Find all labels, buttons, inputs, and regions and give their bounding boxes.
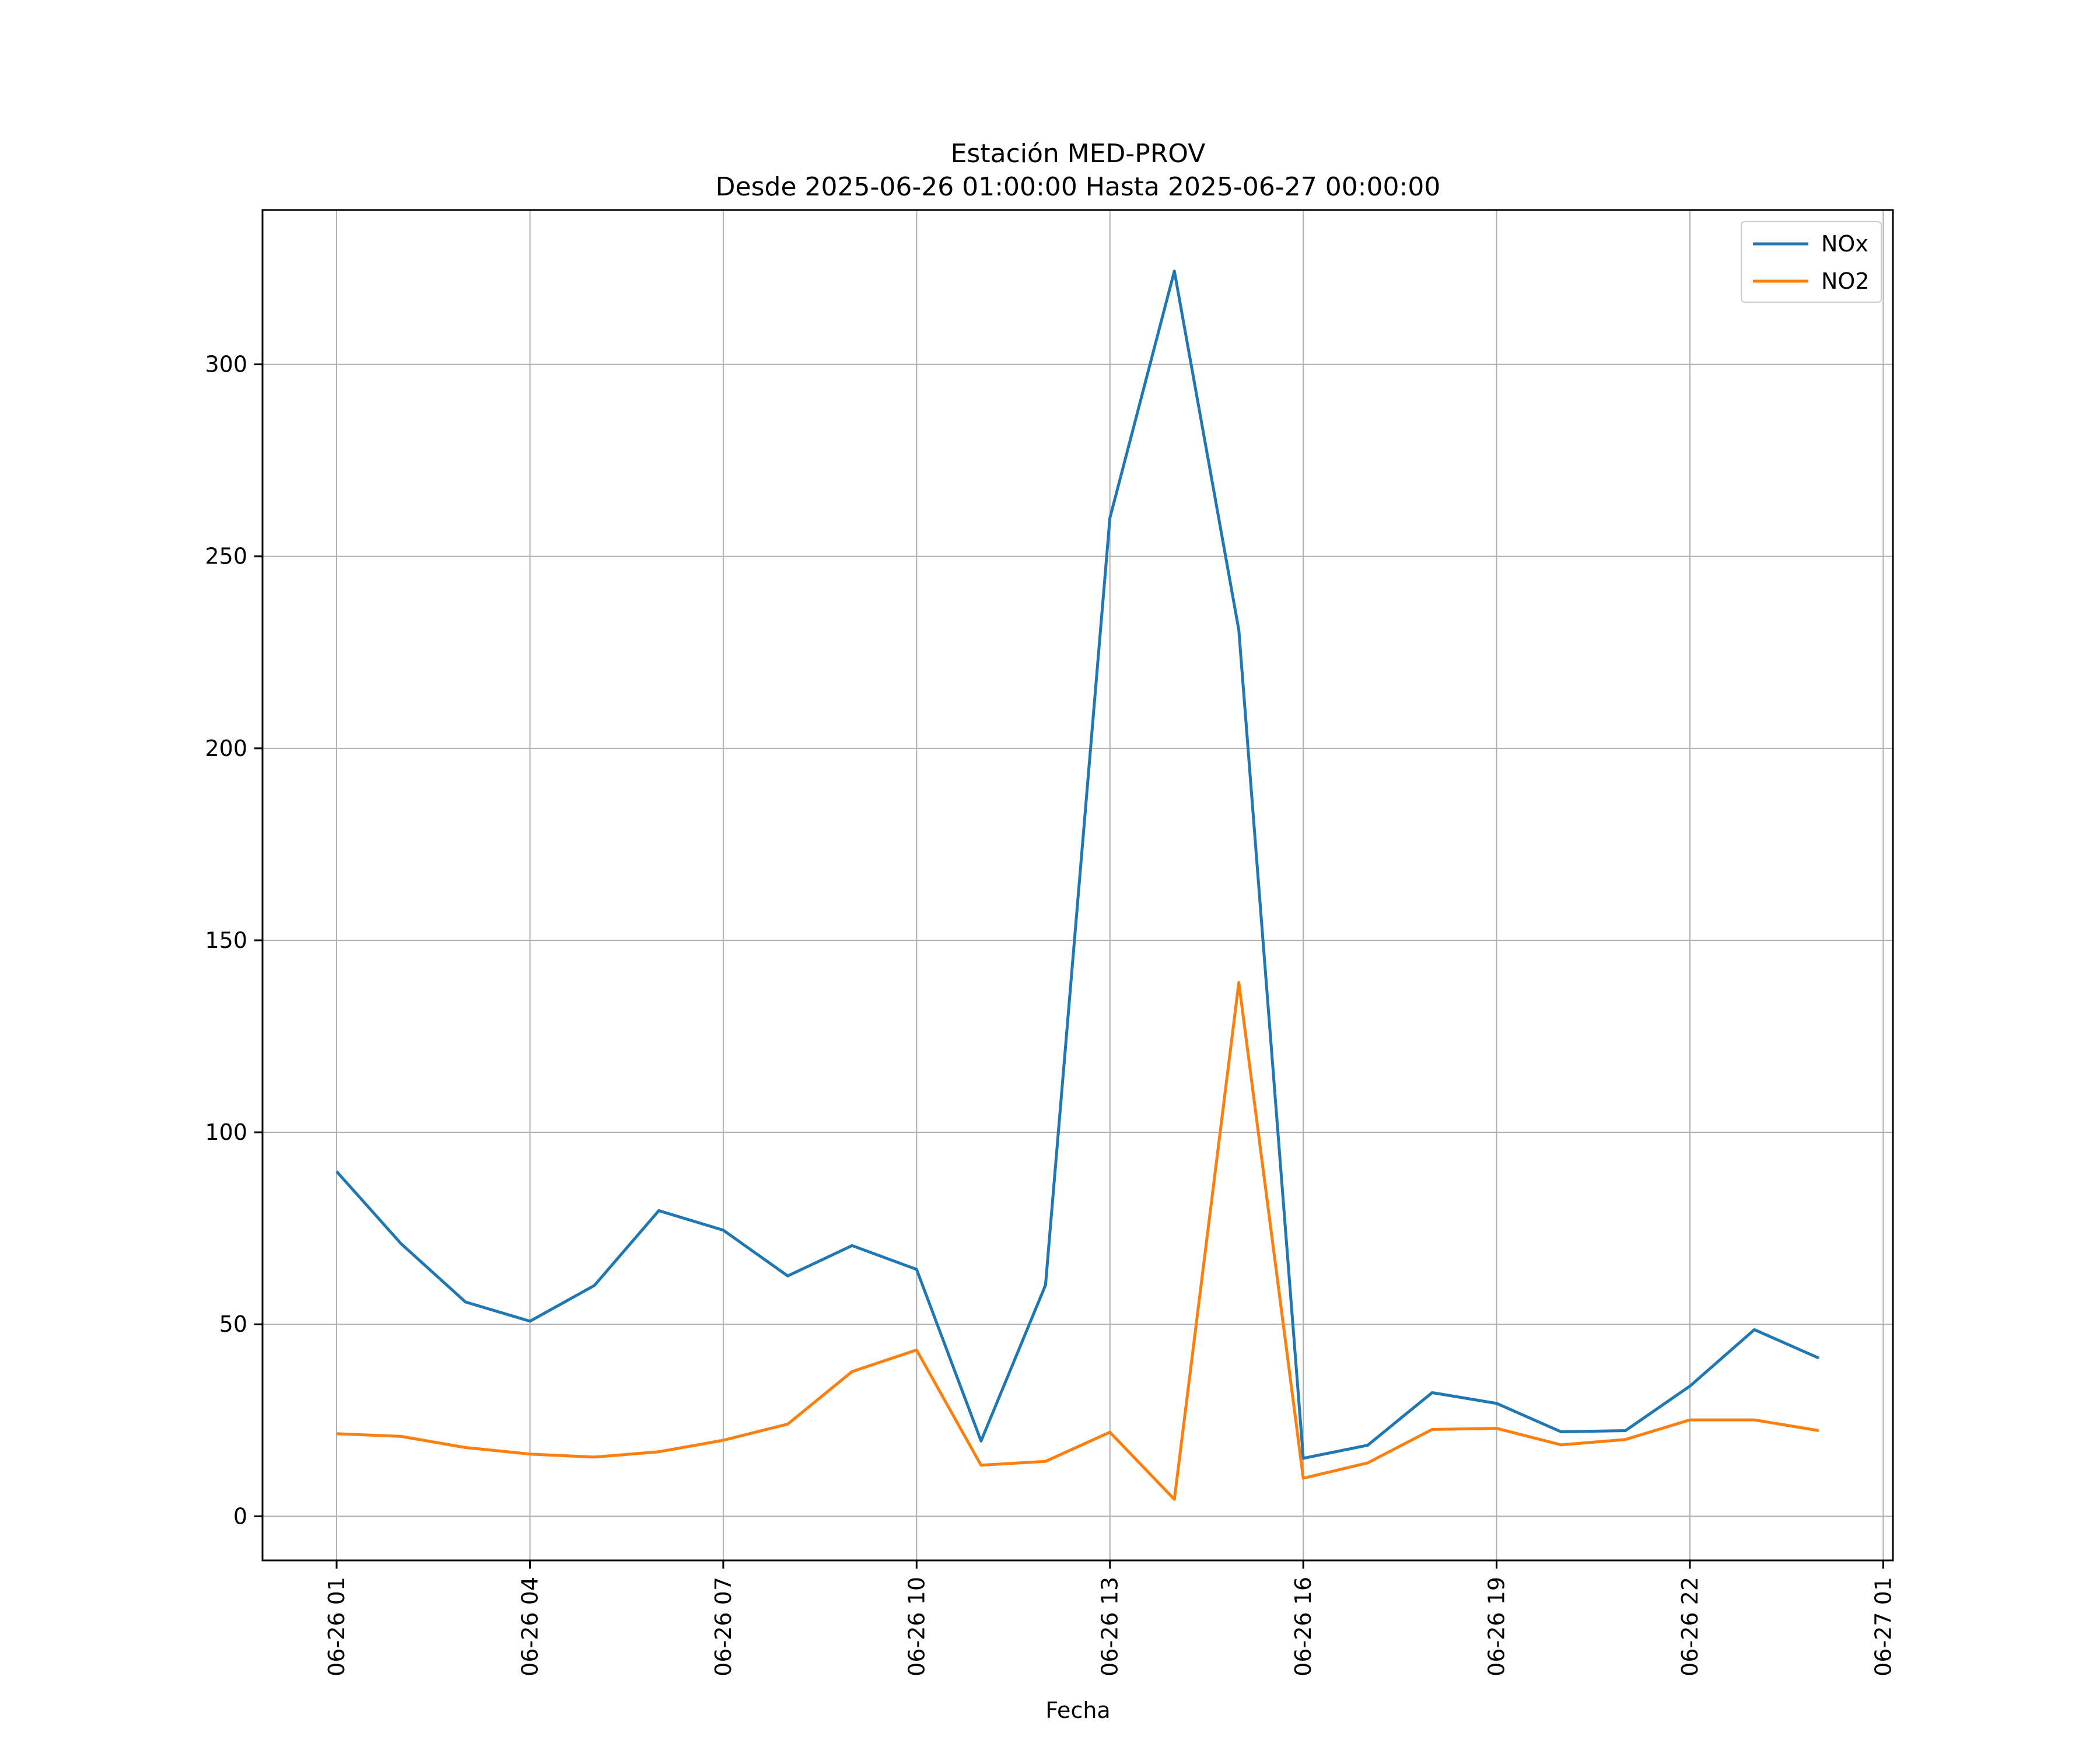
- legend: NOx NO2: [1741, 221, 1882, 303]
- x-axis-label: Fecha: [1045, 1698, 1110, 1723]
- legend-label-nox: NOx: [1821, 231, 1868, 257]
- chart-subtitle: Desde 2025-06-26 01:00:00 Hasta 2025-06-…: [716, 172, 1441, 202]
- y-tick-label: 300: [205, 352, 247, 377]
- x-tick-label: 06-26 10: [904, 1577, 929, 1676]
- y-tick-label: 50: [219, 1311, 247, 1337]
- x-tick-label: 06-27 01: [1870, 1577, 1896, 1676]
- x-tick-label: 06-26 22: [1677, 1577, 1703, 1676]
- legend-label-no2: NO2: [1821, 268, 1870, 294]
- grid: [262, 210, 1893, 1560]
- x-tick-label: 06-26 04: [517, 1577, 542, 1676]
- y-tick-label: 100: [205, 1119, 247, 1145]
- y-tick-label: 250: [205, 544, 247, 569]
- series-line-nox: [335, 270, 1820, 1460]
- x-tick-label: 06-26 16: [1290, 1577, 1316, 1676]
- y-tick-label: 0: [233, 1503, 247, 1529]
- x-axis: 06-26 01 06-26 04 06-26 07 06-26 10 06-26 13…: [324, 1560, 1896, 1676]
- x-tick-label: 06-26 19: [1484, 1577, 1510, 1676]
- series-lines: [335, 270, 1820, 1501]
- x-tick-label: 06-26 07: [710, 1577, 736, 1676]
- series-line-no2: [336, 981, 1819, 1501]
- plot-frame: [261, 209, 1894, 1562]
- y-axis: 0 50 100 150 200 250 300: [205, 352, 262, 1529]
- y-tick-label: 150: [205, 928, 247, 953]
- y-tick-label: 200: [205, 736, 247, 761]
- chart-title: Estación MED-PROV: [951, 139, 1206, 169]
- x-tick-label: 06-26 01: [324, 1577, 349, 1676]
- x-tick-label: 06-26 13: [1097, 1577, 1123, 1676]
